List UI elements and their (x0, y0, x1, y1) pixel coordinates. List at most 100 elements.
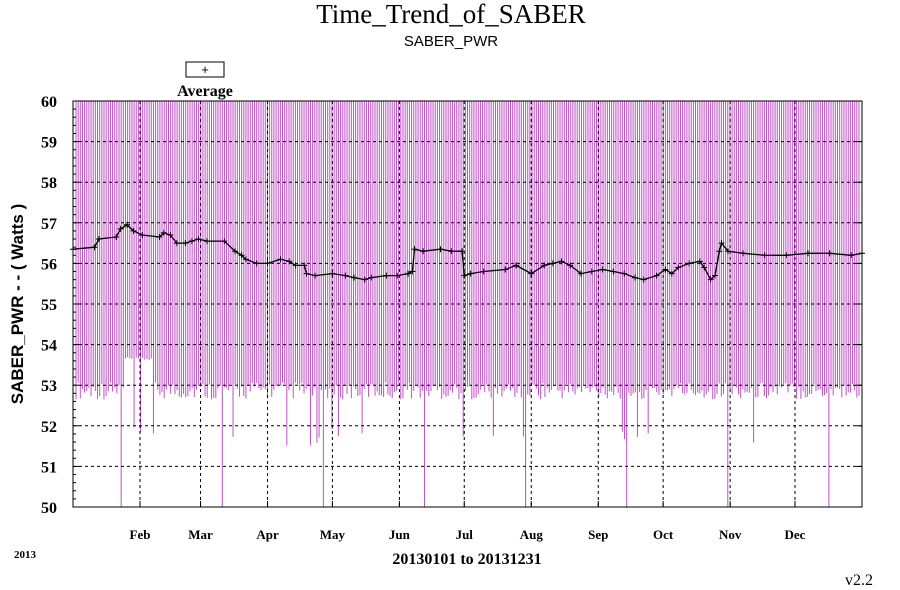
version-label: v2.2 (845, 572, 873, 589)
average-point (301, 262, 308, 269)
x-tick-label: Apr (256, 527, 279, 542)
average-point (725, 248, 731, 255)
x-tick-label: Mar (188, 527, 213, 542)
average-point (513, 262, 520, 269)
x-tick-label: Jul (456, 527, 474, 542)
average-point (541, 262, 548, 269)
average-point (242, 256, 249, 263)
average-point (286, 258, 293, 265)
x-tick-label: Sep (588, 527, 608, 542)
average-point (351, 274, 357, 281)
average-point (409, 268, 416, 275)
average-point (448, 248, 455, 255)
average-point (139, 232, 146, 238)
y-tick-label: 54 (41, 338, 57, 355)
y-tick-label: 58 (41, 175, 57, 192)
average-point (91, 244, 98, 251)
y-tick-label: 55 (41, 297, 57, 314)
average-point (277, 256, 284, 263)
average-point (405, 270, 412, 277)
average-point (848, 252, 855, 259)
average-point (707, 276, 714, 283)
average-point (640, 276, 647, 283)
average-point (312, 272, 319, 279)
chart-title: Time_Trend_of_SABER (316, 0, 586, 29)
average-point (712, 272, 718, 279)
x-tick-label: Feb (130, 527, 151, 542)
chart-subtitle: SABER_PWR (404, 33, 498, 50)
average-point (342, 272, 349, 279)
x-axis-label: 20130101 to 20131231 (392, 551, 541, 568)
x-tick-label: Jun (389, 527, 411, 542)
average-point (761, 252, 768, 259)
average-point (437, 246, 444, 253)
x-tick-label: Aug (520, 527, 544, 542)
average-point (549, 260, 556, 267)
average-point (411, 246, 418, 253)
legend: + Average (177, 61, 233, 100)
average-point (480, 268, 487, 275)
average-point (653, 272, 660, 279)
average-point (783, 252, 790, 259)
legend-marker: + (201, 62, 209, 77)
y-tick-label: 60 (41, 94, 57, 111)
average-point (124, 221, 130, 228)
average-point (558, 258, 565, 265)
average-point (610, 268, 617, 275)
average-point (329, 270, 336, 277)
average-point (160, 229, 167, 236)
average-point (238, 252, 245, 259)
average-point (826, 250, 833, 257)
average-point (221, 238, 228, 245)
average-point (167, 232, 174, 238)
y-tick-label: 52 (41, 419, 57, 436)
average-point (459, 248, 466, 255)
y-tick-label: 53 (41, 378, 57, 395)
x-tick-label: May (320, 527, 346, 542)
average-point (805, 250, 811, 257)
average-point (117, 225, 124, 232)
average-point (368, 274, 375, 281)
average-point (528, 270, 535, 277)
y-axis-label: SABER_PWR - - ( Watts ) (8, 204, 27, 405)
average-point (204, 238, 210, 245)
grid-lines (73, 101, 862, 507)
average-point (662, 266, 669, 273)
average-point (195, 236, 202, 242)
y-tick-label: 57 (41, 216, 57, 233)
average-point (696, 258, 703, 265)
average-point (740, 250, 747, 257)
average-point (156, 234, 163, 240)
average-point (718, 240, 725, 247)
average-point (668, 270, 675, 277)
average-point (701, 264, 708, 271)
average-point (632, 274, 638, 281)
average-point (394, 272, 401, 279)
x-axis: Feb Mar Apr May Jun Jul Aug Sep Oct Nov Dec (130, 501, 806, 542)
y-tick-label: 59 (41, 135, 57, 152)
average-point (502, 266, 509, 273)
average-point (621, 270, 628, 277)
average-point (361, 276, 368, 283)
average-point (567, 262, 574, 269)
average-point (130, 227, 137, 234)
y-tick-label: 56 (41, 256, 57, 273)
average-point (95, 236, 102, 242)
average-point (588, 268, 595, 275)
average-point (420, 248, 427, 255)
legend-label: Average (177, 83, 233, 100)
average-point (461, 272, 468, 279)
average-point (182, 240, 189, 247)
average-point (686, 260, 693, 267)
average-point (264, 260, 271, 267)
average-point (232, 248, 239, 255)
average-point (292, 262, 299, 269)
x-tick-label: Dec (785, 527, 806, 542)
average-point (253, 260, 260, 267)
average-series (70, 221, 865, 283)
average-point (675, 264, 682, 271)
average-point (578, 270, 584, 277)
x-tick-label: Nov (719, 527, 742, 542)
average-point (188, 238, 195, 245)
